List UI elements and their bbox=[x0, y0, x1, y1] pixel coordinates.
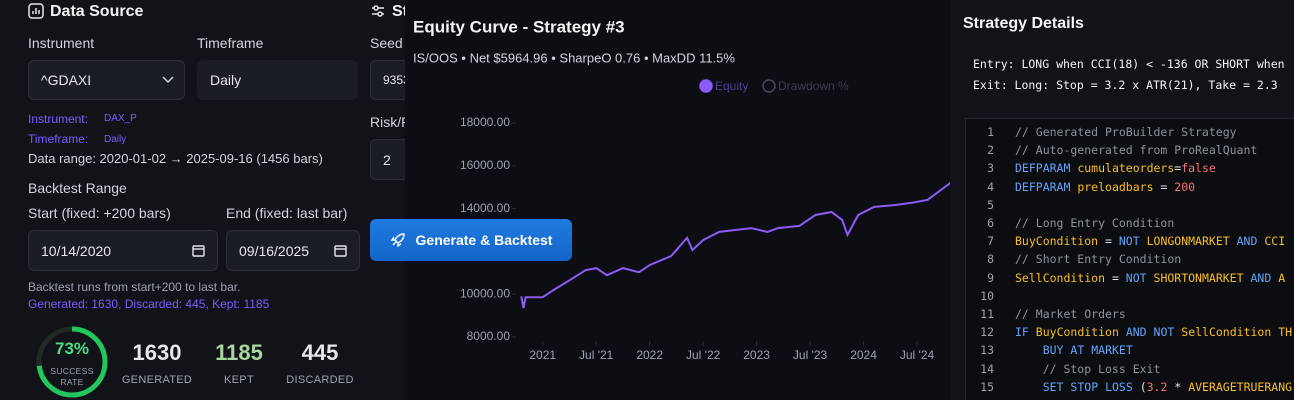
code-line: BUY AT MARKET bbox=[1042, 343, 1133, 358]
x-tick-label: Jul '21 bbox=[579, 348, 614, 362]
line-number: 11 bbox=[980, 307, 994, 321]
code-line: BuyCondition = NOT LONGONMARKET AND CCI bbox=[1015, 234, 1286, 249]
x-tick-label: 2022 bbox=[636, 348, 663, 362]
code-line: // Auto-generated from ProRealQuant bbox=[1015, 143, 1258, 158]
start-date[interactable]: 10/14/2020 bbox=[28, 230, 218, 271]
date-value: 09/16/2025 bbox=[239, 242, 310, 259]
line-number: 6 bbox=[987, 216, 994, 230]
code-line: // Market Orders bbox=[1015, 307, 1126, 321]
line-number: 5 bbox=[987, 197, 994, 212]
data-range: Data range: 2020-01-02 → 2025-09-16 (145… bbox=[28, 151, 323, 166]
instrument-select[interactable]: ^GDAXI bbox=[28, 60, 185, 100]
stat-caption: GENERATED bbox=[121, 374, 193, 386]
line-number: 3 bbox=[987, 161, 994, 176]
y-tick-label: 8000.00 bbox=[467, 329, 511, 343]
line-number: 4 bbox=[987, 179, 994, 194]
field-label: Start (fixed: +200 bars) bbox=[28, 205, 171, 221]
line-number: 10 bbox=[980, 288, 994, 303]
button-label: Generate & Backtest bbox=[415, 232, 553, 248]
line-number: 12 bbox=[980, 325, 994, 340]
legend-label: Drawdown % bbox=[778, 79, 849, 93]
field-label: Timeframe bbox=[197, 35, 264, 51]
calendar-icon bbox=[334, 245, 347, 257]
chart-title: Equity Curve - Strategy #3 bbox=[413, 17, 625, 36]
x-tick-label: Jul '23 bbox=[793, 348, 828, 362]
settings-icon bbox=[372, 5, 384, 17]
stat-value: 1630 bbox=[132, 340, 182, 365]
generate-button[interactable]: Generate & Backtest bbox=[370, 219, 572, 261]
equity-line bbox=[520, 156, 1035, 309]
x-tick-label: Jul '24 bbox=[900, 348, 935, 362]
line-number: 2 bbox=[987, 143, 994, 158]
stat-value: 445 bbox=[301, 340, 339, 365]
code-line: SellCondition = NOT SHORTONMARKET AND A bbox=[1015, 270, 1286, 285]
y-tick-label: 14000.00 bbox=[460, 201, 510, 215]
note: Backtest runs from start+200 to last bar… bbox=[28, 280, 241, 294]
stat-value: 1185 bbox=[215, 340, 263, 365]
chart-icon bbox=[28, 3, 44, 19]
input-value: 2 bbox=[383, 151, 391, 168]
code-block: 1 // Generated ProBuilder Strategy 2 // Aut… bbox=[965, 118, 1294, 400]
x-tick-label: 2024 bbox=[850, 348, 877, 362]
field-label: End (fixed: last bar) bbox=[226, 205, 348, 221]
chart-subtitle: IS/OOS • Net $5964.96 • SharpeO 0.76 • M… bbox=[413, 50, 735, 65]
section-title: Strategy Details bbox=[963, 15, 1084, 32]
code-line: // Short Entry Condition bbox=[1015, 252, 1182, 267]
line-number: 9 bbox=[987, 270, 994, 285]
legend-swatch bbox=[699, 79, 713, 93]
entry-rule: Entry: LONG when CCI(18) < -136 OR SHORT… bbox=[973, 57, 1285, 71]
select-value: ^GDAXI bbox=[41, 72, 92, 88]
exit-rule: Exit: Long: Stop = 3.2 x ATR(21), Take =… bbox=[973, 78, 1278, 92]
info-value: DAX_P bbox=[104, 113, 137, 124]
line-number: 13 bbox=[980, 343, 994, 358]
line-number: 1 bbox=[987, 125, 994, 139]
y-tick-label: 18000.00 bbox=[460, 115, 510, 129]
code-line: // Stop Loss Exit bbox=[1015, 361, 1161, 376]
code-line: // Generated ProBuilder Strategy bbox=[1015, 125, 1237, 139]
code-line: DEFPARAM cumulateorders=false bbox=[1015, 161, 1216, 176]
info-label: Instrument: bbox=[28, 112, 89, 126]
line-number: 8 bbox=[987, 252, 994, 267]
select-value: Daily bbox=[210, 72, 242, 88]
legend-label: Equity bbox=[715, 79, 748, 93]
chevron bbox=[162, 76, 174, 84]
end-date[interactable]: 09/16/2025 bbox=[226, 230, 360, 271]
code-line: DEFPARAM preloadbars = 200 bbox=[1015, 179, 1196, 194]
timeframe-select[interactable]: Daily bbox=[197, 60, 358, 100]
code-line: SET STOP LOSS (3.2 * AVERAGETRUERANG bbox=[1042, 379, 1293, 394]
field-label: Instrument bbox=[28, 35, 95, 51]
success-ring bbox=[36, 326, 108, 398]
code-line: // Long Entry Condition bbox=[1015, 216, 1175, 230]
x-tick-label: Jul '22 bbox=[686, 348, 721, 362]
equity-chart: Equity Curve - Strategy #3 IS/OOS • Net … bbox=[405, 0, 1045, 400]
section-subtitle: Backtest Range bbox=[28, 180, 127, 196]
line-number: 14 bbox=[980, 361, 994, 376]
section-title: Data Source bbox=[50, 3, 144, 20]
y-tick-label: 16000.00 bbox=[460, 158, 510, 172]
ring-progress bbox=[36, 326, 108, 398]
y-tick-label: 10000.00 bbox=[460, 286, 510, 300]
success-rate: 73% bbox=[54, 339, 90, 358]
stat-caption: SUCCESS RATE bbox=[50, 366, 94, 387]
field-label: Seed bbox=[370, 35, 403, 51]
summary: Generated: 1630, Discarded: 445, Kept: 1… bbox=[28, 297, 270, 311]
x-tick-label: 2021 bbox=[529, 348, 556, 362]
calendar-icon bbox=[192, 245, 205, 257]
legend-swatch bbox=[762, 79, 776, 93]
info-value: Daily bbox=[104, 134, 127, 145]
rocket-icon bbox=[390, 233, 405, 248]
x-tick-label: 2023 bbox=[743, 348, 770, 362]
info-label: Timeframe: bbox=[28, 132, 89, 146]
date-value: 10/14/2020 bbox=[41, 242, 112, 259]
stat-caption: KEPT bbox=[224, 374, 254, 386]
line-number: 15 bbox=[980, 379, 994, 394]
code-line: IF BuyCondition AND NOT SellCondition TH bbox=[1015, 325, 1293, 340]
stat-caption: DISCARDED bbox=[286, 374, 354, 386]
details-panel: Strategy Details Entry: LONG when CCI(18… bbox=[950, 0, 1294, 400]
line-number: 7 bbox=[987, 234, 994, 249]
